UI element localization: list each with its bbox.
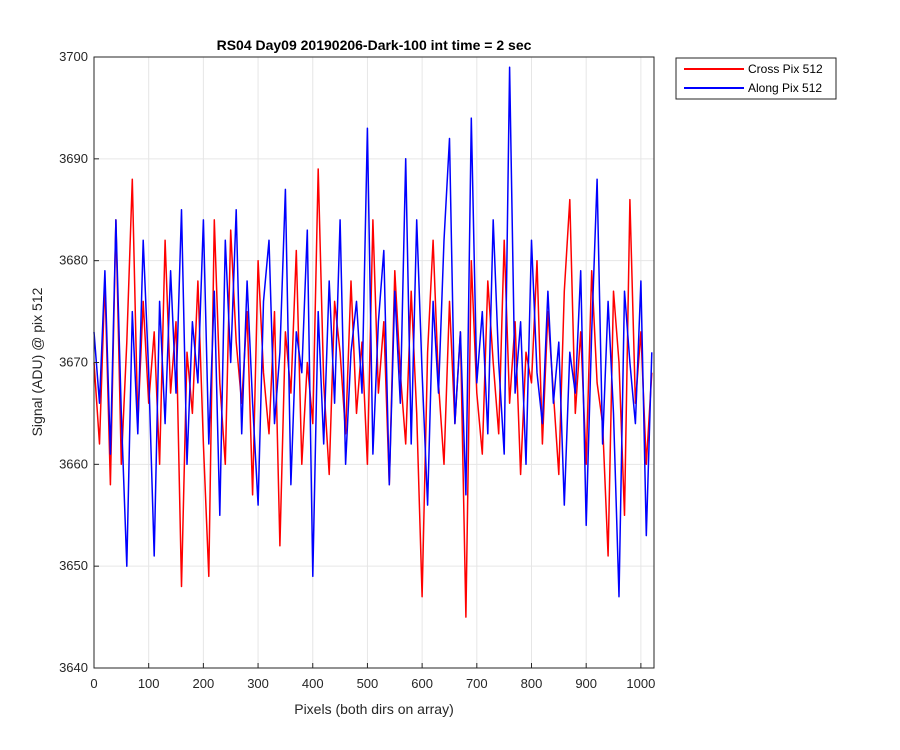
legend-box <box>675 57 837 100</box>
legend: Cross Pix 512 Along Pix 512 <box>675 57 837 100</box>
series-layer <box>93 66 653 618</box>
x-tick-label: 100 <box>138 676 160 691</box>
x-axis-label: Pixels (both dirs on array) <box>294 701 454 717</box>
x-tick-label: 600 <box>411 676 433 691</box>
x-tick-label: 0 <box>90 676 97 691</box>
y-tick-label: 3690 <box>59 151 88 166</box>
y-tick-label: 3670 <box>59 355 88 370</box>
series-line-along-pix <box>93 66 653 598</box>
grid <box>93 56 654 669</box>
x-tick-label: 800 <box>521 676 543 691</box>
series-line-cross-pix <box>93 168 653 618</box>
x-tick-label: 300 <box>247 676 269 691</box>
chart-title: RS04 Day09 20190206-Dark-100 int time = … <box>217 37 532 53</box>
x-tick-label: 200 <box>193 676 215 691</box>
y-tick-label: 3650 <box>59 558 88 573</box>
y-axis-label: Signal (ADU) @ pix 512 <box>29 287 45 436</box>
legend-label-along: Along Pix 512 <box>748 81 822 95</box>
y-tick-label: 3700 <box>59 49 88 64</box>
x-tick-label: 900 <box>575 676 597 691</box>
x-tick-label: 400 <box>302 676 324 691</box>
y-tick-label: 3660 <box>59 456 88 471</box>
x-tick-label: 700 <box>466 676 488 691</box>
x-tick-label: 1000 <box>626 676 655 691</box>
ticks: 0 100 200 300 400 500 600 700 800 900 1000 3640 3650… <box>59 49 655 691</box>
y-tick-label: 3680 <box>59 253 88 268</box>
y-tick-label: 3640 <box>59 660 88 675</box>
legend-label-cross: Cross Pix 512 <box>748 62 823 76</box>
x-tick-label: 500 <box>357 676 379 691</box>
